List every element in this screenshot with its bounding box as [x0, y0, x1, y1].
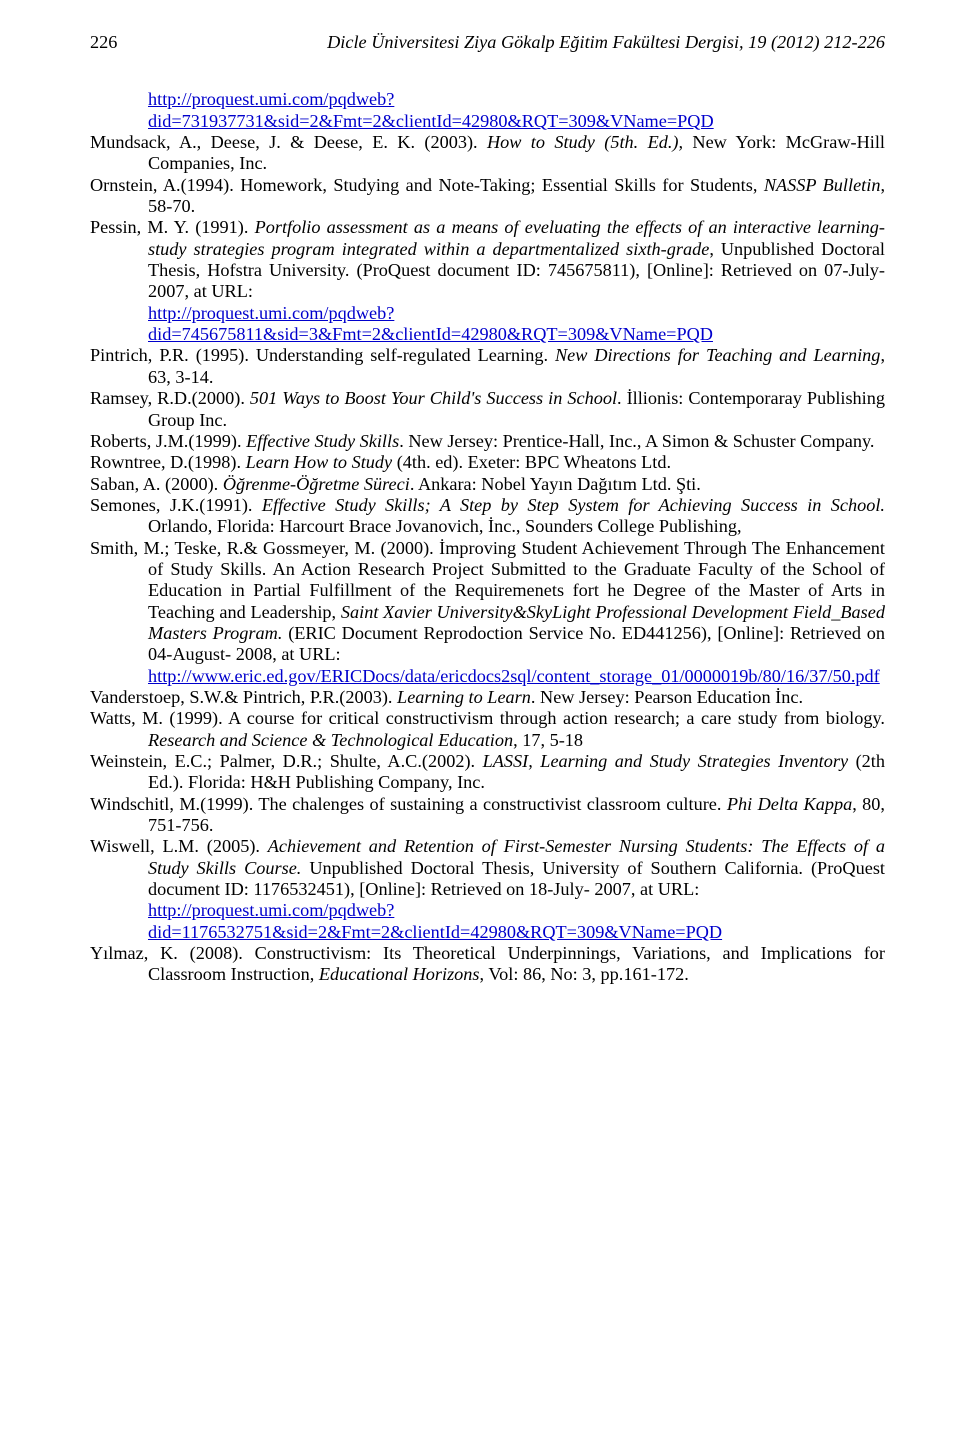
reference-entry: Yılmaz, K. (2008). Constructivism: Its T…	[90, 943, 885, 986]
ref-text: Pintrich, P.R. (1995). Understanding sel…	[90, 345, 555, 365]
ref-text: Ornstein, A.(1994). Homework, Studying a…	[90, 175, 764, 195]
ref-text: Roberts, J.M.(1999).	[90, 431, 246, 451]
reference-url: http://proquest.umi.com/pqdweb?did=73193…	[90, 89, 885, 132]
link-text[interactable]: http://proquest.umi.com/pqdweb?did=11765…	[148, 900, 722, 941]
reference-entry: http://proquest.umi.com/pqdweb?did=11765…	[90, 900, 885, 943]
reference-entry: Saban, A. (2000). Öğrenme-Öğretme Süreci…	[90, 474, 885, 495]
reference-entry: Windschitl, M.(1999). The chalenges of s…	[90, 794, 885, 837]
reference-entry: Ramsey, R.D.(2000). 501 Ways to Boost Yo…	[90, 388, 885, 431]
reference-entry: Semones, J.K.(1991). Effective Study Ski…	[90, 495, 885, 538]
reference-entry: http://www.eric.ed.gov/ERICDocs/data/eri…	[90, 666, 885, 687]
reference-entry: http://proquest.umi.com/pqdweb?did=74567…	[90, 303, 885, 346]
ref-text: Rowntree, D.(1998).	[90, 452, 246, 472]
ref-text: . New Jersey: Prentice-Hall, Inc., A Sim…	[399, 431, 874, 451]
ref-text: . Ankara: Nobel Yayın Dağıtım Ltd. Şti.	[410, 474, 701, 494]
page-number: 226	[90, 32, 117, 53]
reference-entry: Ornstein, A.(1994). Homework, Studying a…	[90, 175, 885, 218]
link-text[interactable]: http://proquest.umi.com/pqdweb?did=73193…	[148, 89, 714, 130]
ref-text: Semones, J.K.(1991).	[90, 495, 262, 515]
reference-entry: Pessin, M. Y. (1991). Portfolio assessme…	[90, 217, 885, 302]
ref-text: . New Jersey: Pearson Education İnc.	[531, 687, 803, 707]
ref-text: Saban, A. (2000).	[90, 474, 223, 494]
ref-text: Mundsack, A., Deese, J. & Deese, E. K. (…	[90, 132, 487, 152]
ref-italic: New Directions for Teaching and Learning	[555, 345, 880, 365]
ref-italic: Phi Delta Kappa	[727, 794, 852, 814]
ref-italic: Effective Study Skills; A Step by Step S…	[262, 495, 885, 515]
ref-text: Wiswell, L.M. (2005).	[90, 836, 268, 856]
ref-text: Weinstein, E.C.; Palmer, D.R.; Shulte, A…	[90, 751, 483, 771]
ref-italic: Öğrenme-Öğretme Süreci	[223, 474, 410, 494]
page-header: 226 Dicle Üniversitesi Ziya Gökalp Eğiti…	[90, 32, 885, 53]
ref-text: Vanderstoep, S.W.& Pintrich, P.R.(2003).	[90, 687, 397, 707]
reference-entry: Roberts, J.M.(1999). Effective Study Ski…	[90, 431, 885, 452]
ref-text: , Vol: 86, No: 3, pp.161-172.	[480, 964, 689, 984]
ref-text: Windschitl, M.(1999). The chalenges of s…	[90, 794, 727, 814]
reference-entry: Watts, M. (1999). A course for critical …	[90, 708, 885, 751]
reference-entry: Weinstein, E.C.; Palmer, D.R.; Shulte, A…	[90, 751, 885, 794]
ref-italic: NASSP Bulletin	[764, 175, 881, 195]
ref-text: Watts, M. (1999). A course for critical …	[90, 708, 885, 728]
ref-italic: Research and Science & Technological Edu…	[148, 730, 513, 750]
journal-title: Dicle Üniversitesi Ziya Gökalp Eğitim Fa…	[327, 32, 885, 53]
ref-italic: Educational Horizons	[319, 964, 480, 984]
ref-text: , 17, 5-18	[513, 730, 583, 750]
references-section: http://proquest.umi.com/pqdweb?did=73193…	[90, 89, 885, 985]
reference-entry: Mundsack, A., Deese, J. & Deese, E. K. (…	[90, 132, 885, 175]
link-text[interactable]: http://www.eric.ed.gov/ERICDocs/data/eri…	[148, 666, 880, 686]
ref-italic: Effective Study Skills	[246, 431, 399, 451]
reference-entry: Wiswell, L.M. (2005). Achievement and Re…	[90, 836, 885, 900]
ref-italic: How to Study (5th. Ed.),	[487, 132, 683, 152]
ref-italic: Learn How to Study	[246, 452, 393, 472]
ref-text: Pessin, M. Y. (1991).	[90, 217, 255, 237]
ref-text: (4th. ed). Exeter: BPC Wheatons Ltd.	[392, 452, 671, 472]
ref-text: Orlando, Florida: Harcourt Brace Jovanov…	[148, 516, 742, 536]
ref-text: Ramsey, R.D.(2000).	[90, 388, 250, 408]
reference-entry: Rowntree, D.(1998). Learn How to Study (…	[90, 452, 885, 473]
reference-entry: Pintrich, P.R. (1995). Understanding sel…	[90, 345, 885, 388]
ref-italic: 501 Ways to Boost Your Child's Success i…	[250, 388, 617, 408]
reference-entry: Vanderstoep, S.W.& Pintrich, P.R.(2003).…	[90, 687, 885, 708]
ref-italic: LASSI, Learning and Study Strategies Inv…	[483, 751, 856, 771]
reference-entry: Smith, M.; Teske, R.& Gossmeyer, M. (200…	[90, 538, 885, 666]
ref-italic: Learning to Learn	[397, 687, 531, 707]
link-text[interactable]: http://proquest.umi.com/pqdweb?did=74567…	[148, 303, 713, 344]
